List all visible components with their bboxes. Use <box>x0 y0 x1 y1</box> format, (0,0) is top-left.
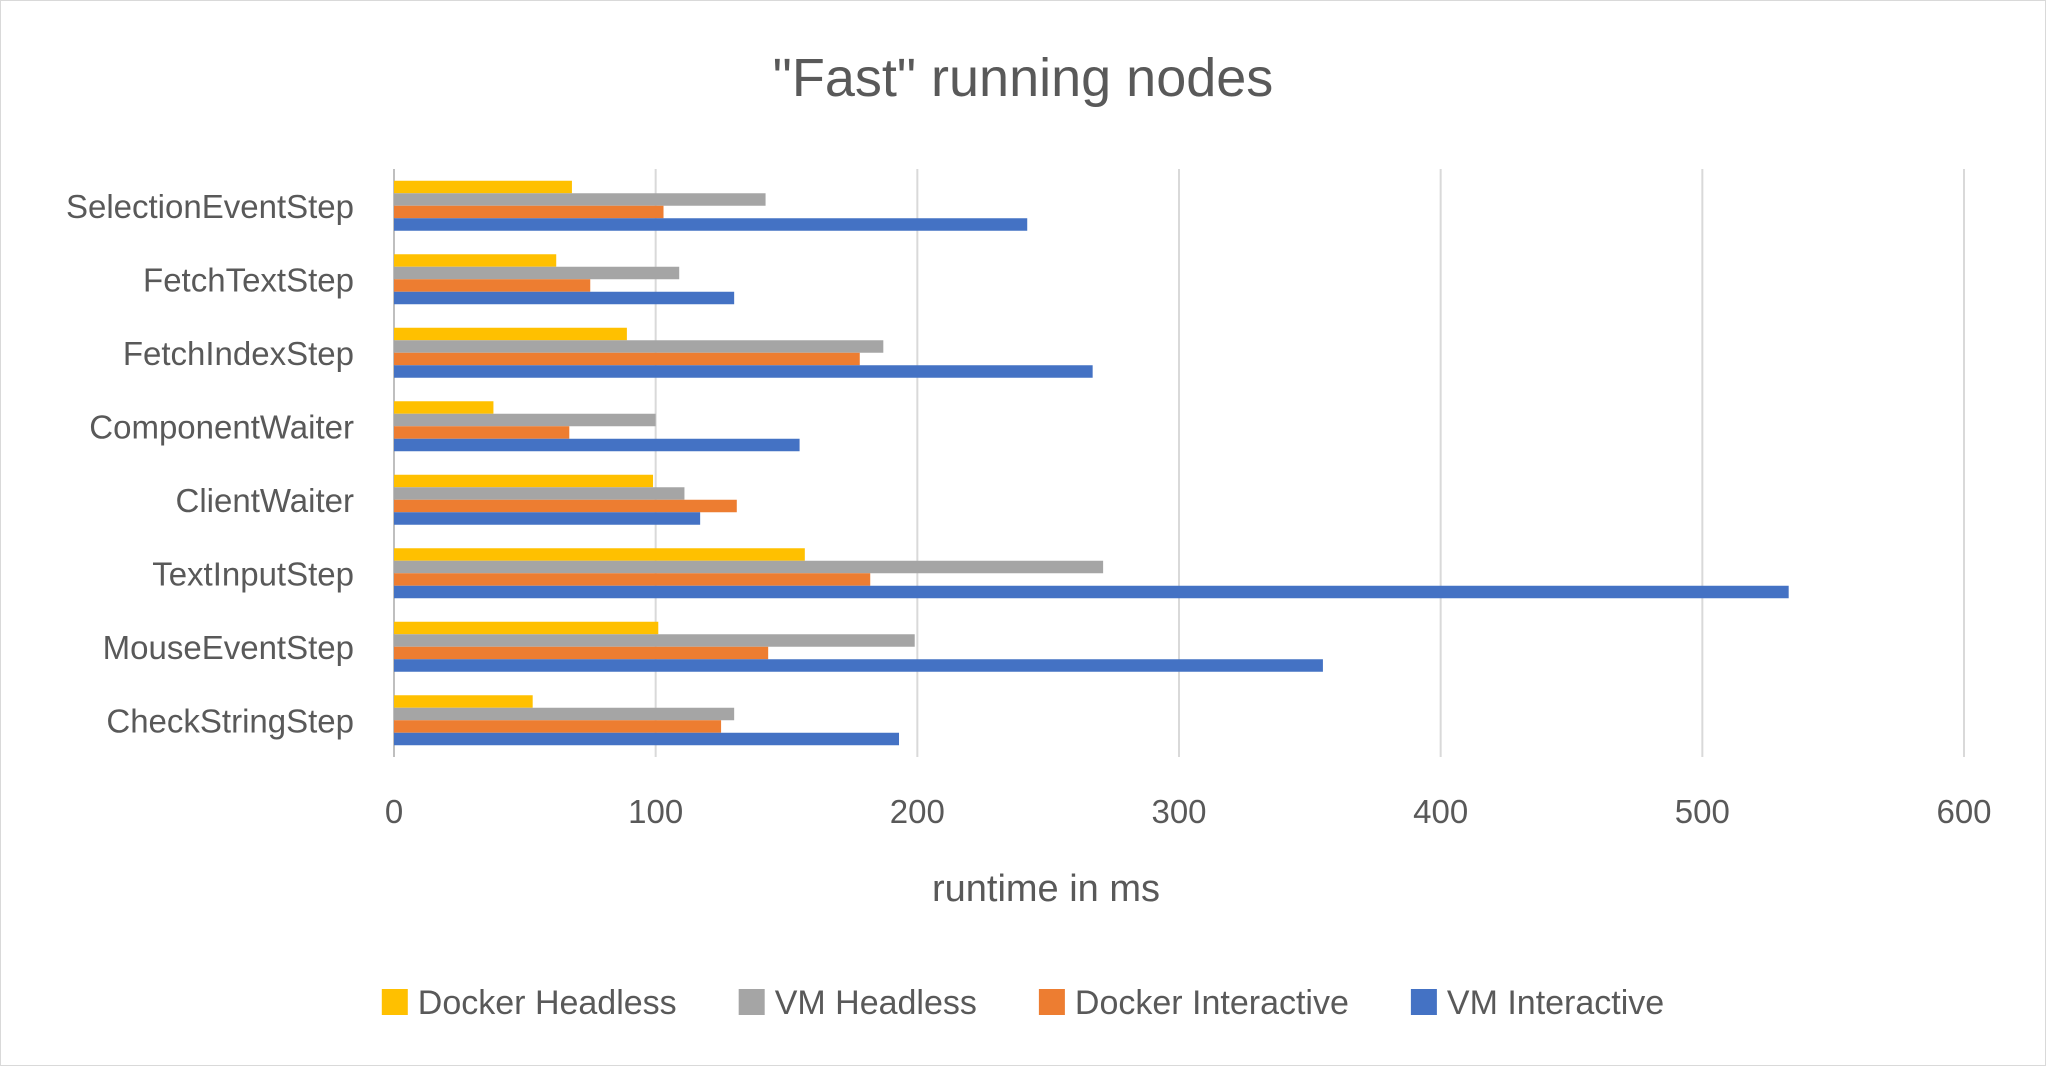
x-tick-label: 0 <box>385 793 403 830</box>
category-label: MouseEventStep <box>103 629 354 666</box>
legend-swatch <box>381 989 408 1015</box>
legend-item: VM Interactive <box>1410 984 1664 1022</box>
bar <box>394 218 1028 231</box>
bar <box>394 512 701 525</box>
bar <box>394 499 737 513</box>
bar <box>394 548 805 561</box>
bar <box>394 266 680 280</box>
x-axis-label: runtime in ms <box>932 868 1160 910</box>
bar <box>394 413 656 427</box>
legend-label: VM Interactive <box>1447 984 1664 1022</box>
bar <box>394 401 494 414</box>
x-tick-label: 300 <box>1151 793 1206 830</box>
x-tick-label: 600 <box>1936 793 1991 830</box>
bar <box>394 426 570 439</box>
category-label: TextInputStep <box>152 555 354 592</box>
bar <box>394 474 654 488</box>
x-tick-label: 500 <box>1675 793 1730 830</box>
category-label: CheckStringStep <box>106 702 354 739</box>
category-label: FetchIndexStep <box>123 335 354 372</box>
category-label: SelectionEventStep <box>66 188 354 225</box>
bar <box>394 279 591 292</box>
chart-title: "Fast" running nodes <box>773 48 1274 108</box>
bar <box>394 646 769 660</box>
bar <box>394 365 1093 378</box>
bar <box>394 585 1789 599</box>
legend-item: VM Headless <box>738 984 977 1022</box>
category-label: ComponentWaiter <box>89 408 354 445</box>
x-tick-label: 400 <box>1413 793 1468 830</box>
bar <box>394 438 800 452</box>
bar <box>394 634 915 647</box>
bar <box>394 695 533 708</box>
legend-item: Docker Headless <box>381 984 677 1022</box>
bar <box>394 180 572 194</box>
bars <box>394 180 1789 746</box>
x-tick-label: 200 <box>890 793 945 830</box>
bar <box>394 205 664 219</box>
legend-label: Docker Interactive <box>1075 984 1349 1022</box>
bar <box>394 291 735 305</box>
x-axis-ticks: 0 100 200 300 400 500 600 <box>385 793 1992 830</box>
bar <box>394 732 900 746</box>
legend-swatch <box>1038 989 1065 1015</box>
legend-swatch <box>738 989 765 1015</box>
legend: Docker Headless VM Headless Docker Interac… <box>381 984 1664 1022</box>
bar <box>394 560 1104 574</box>
bar <box>394 573 871 586</box>
bar <box>394 621 659 635</box>
bar <box>394 707 735 721</box>
x-tick-label: 100 <box>628 793 683 830</box>
legend-item: Docker Interactive <box>1038 984 1349 1022</box>
legend-swatch <box>1410 989 1437 1015</box>
bar <box>394 193 766 206</box>
bar <box>394 487 685 500</box>
bar <box>394 720 722 733</box>
category-label: ClientWaiter <box>176 482 355 519</box>
bar <box>394 659 1323 672</box>
bar <box>394 352 860 366</box>
bar <box>394 327 627 341</box>
bar <box>394 254 557 267</box>
category-labels: SelectionEventStep FetchTextStep FetchInde… <box>66 188 354 740</box>
category-label: FetchTextStep <box>143 261 354 298</box>
legend-label: Docker Headless <box>418 984 677 1022</box>
bar <box>394 340 884 353</box>
legend-label: VM Headless <box>775 984 977 1022</box>
